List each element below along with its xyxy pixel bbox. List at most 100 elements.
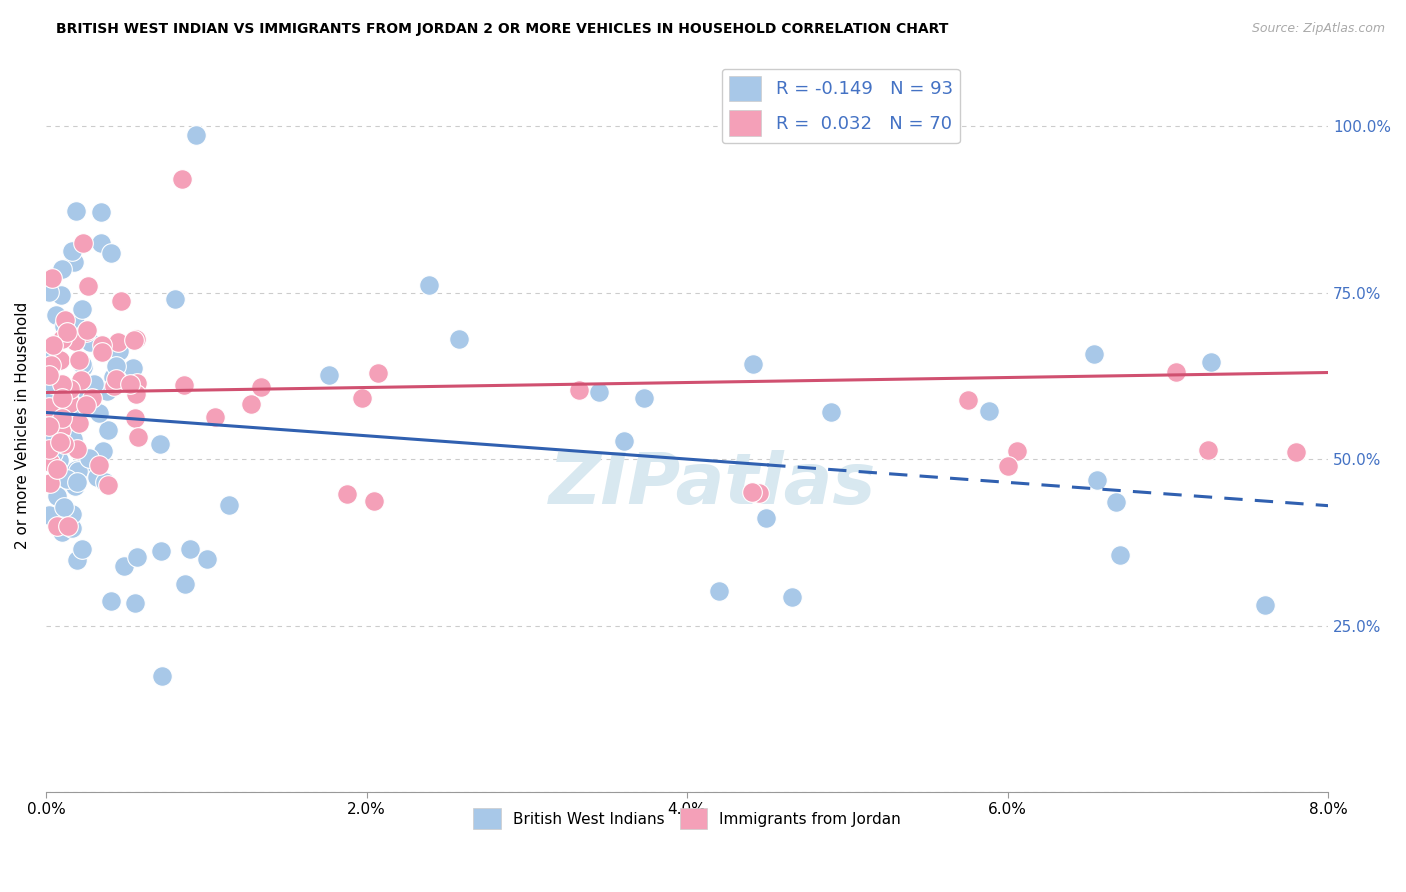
Point [1105,495,1128,509]
Point [1083,346,1105,360]
Point [56,325,79,339]
Point [63,334,86,348]
Point [707,584,730,599]
Point [48,352,70,367]
Point [118,376,141,391]
Point [97,423,120,437]
Point [1254,598,1277,612]
Point [45,308,67,322]
Point [51,376,73,391]
Point [94,475,117,490]
Point [49,423,72,437]
Point [46,489,69,503]
Point [67,462,90,476]
Point [41,271,63,285]
Point [46,461,69,475]
Point [105,372,128,386]
Point [163,292,186,306]
Point [67,465,90,479]
Point [173,377,195,392]
Point [72,235,94,250]
Point [742,357,765,371]
Point [75,325,97,339]
Point [39,358,62,372]
Point [195,552,218,566]
Point [66,475,89,489]
Point [39,402,62,417]
Point [46,518,69,533]
Point [53,511,76,525]
Point [65,463,87,477]
Y-axis label: 2 or more Vehicles in Household: 2 or more Vehicles in Household [15,302,30,549]
Point [38,508,60,522]
Point [42,338,65,352]
Point [124,411,146,425]
Point [1109,548,1132,562]
Point [107,335,129,350]
Point [86,469,108,483]
Point [318,368,340,382]
Point [42,446,65,460]
Point [60,244,83,259]
Point [70,357,93,371]
Point [56,518,79,533]
Point [613,434,636,449]
Point [100,245,122,260]
Point [125,332,148,346]
Point [101,370,124,384]
Point [58,396,80,410]
Point [447,332,470,346]
Point [75,398,97,412]
Point [125,550,148,565]
Point [250,380,273,394]
Point [52,437,75,451]
Point [62,433,84,447]
Point [1199,355,1222,369]
Point [91,444,114,458]
Point [184,128,207,142]
Point [100,594,122,608]
Point [87,458,110,472]
Point [363,494,385,508]
Point [52,500,75,514]
Point [122,360,145,375]
Point [204,410,226,425]
Point [38,365,60,379]
Point [60,507,83,521]
Point [125,376,148,391]
Point [58,435,80,450]
Point [63,316,86,330]
Point [124,596,146,610]
Point [38,445,60,459]
Point [150,669,173,683]
Point [820,405,842,419]
Point [150,543,173,558]
Point [38,476,60,491]
Point [755,511,778,525]
Point [76,323,98,337]
Point [103,378,125,392]
Point [38,384,60,399]
Point [741,484,763,499]
Point [46,400,69,414]
Point [172,172,194,186]
Point [122,333,145,347]
Point [782,591,804,605]
Point [979,404,1001,418]
Point [1197,442,1219,457]
Point [105,359,128,373]
Point [174,577,197,591]
Point [42,376,65,391]
Point [218,498,240,512]
Point [418,277,440,292]
Point [38,368,60,383]
Point [56,472,79,486]
Point [62,254,84,268]
Point [58,426,80,441]
Point [38,285,60,299]
Point [48,453,70,467]
Point [76,385,98,400]
Point [107,343,129,358]
Point [48,443,70,458]
Text: ZIPatlas: ZIPatlas [548,450,876,519]
